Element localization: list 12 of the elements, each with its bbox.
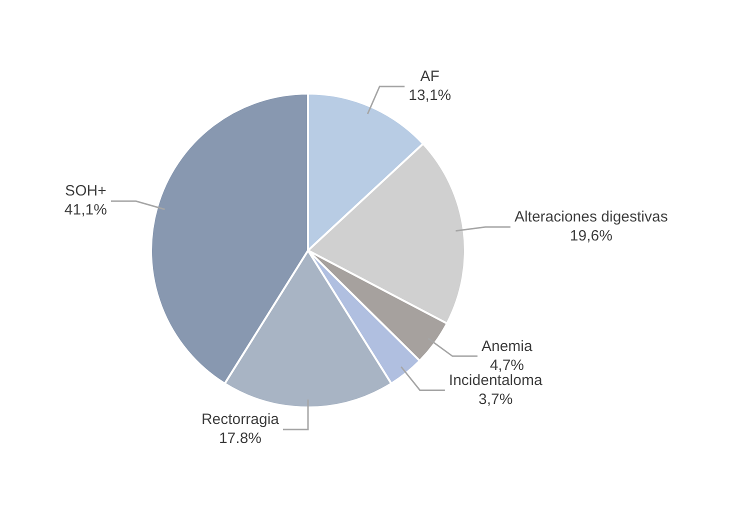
data-label: 19,6% (570, 228, 612, 245)
slice-label: Alteraciones digestivas (514, 208, 668, 226)
slice-label: Incidentaloma (448, 372, 543, 389)
slice-label: AF (420, 68, 440, 86)
data-label: 4,7% (490, 356, 524, 374)
data-label: 41,1% (64, 202, 107, 219)
slice-label: Rectorragia (201, 411, 280, 428)
data-label: 17.8% (218, 430, 262, 448)
data-label: 13,1% (408, 87, 452, 104)
data-label: 3,7% (478, 390, 513, 408)
slice-label: Anemia (481, 338, 533, 355)
slice-label: SOH+ (65, 182, 107, 200)
